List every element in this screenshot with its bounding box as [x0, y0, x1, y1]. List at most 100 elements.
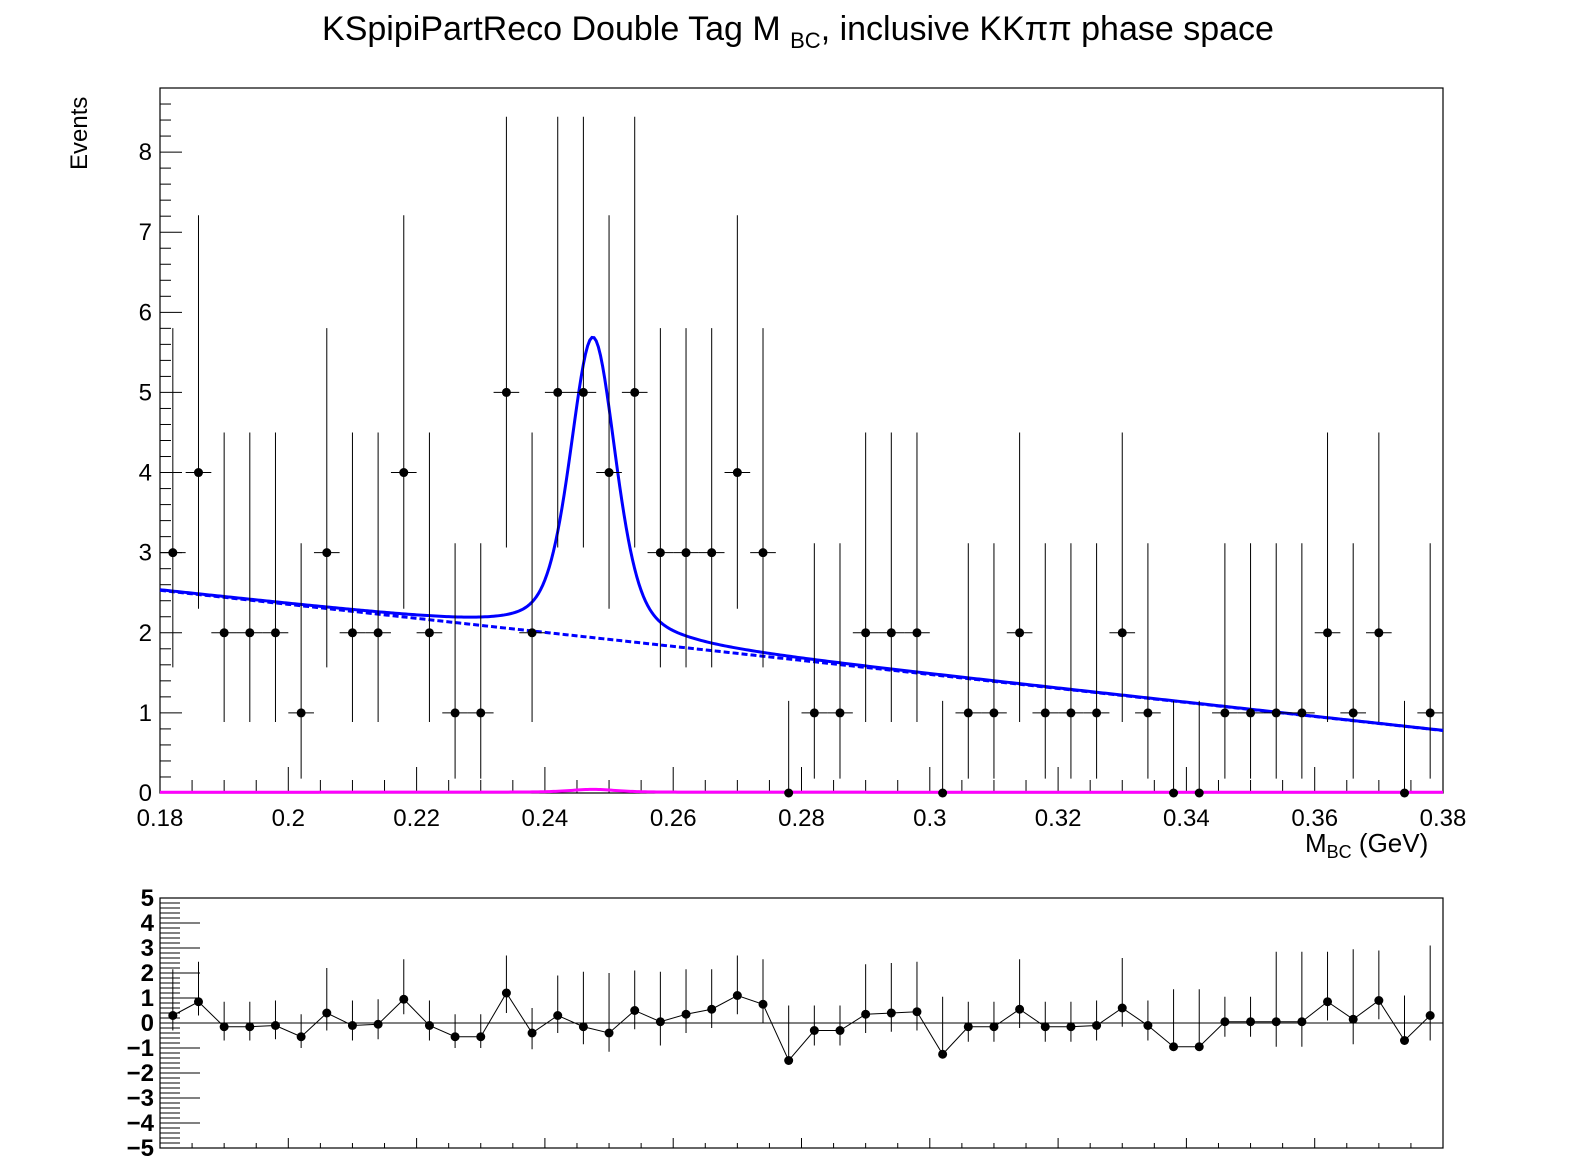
residual-point	[245, 1022, 255, 1032]
residual-point	[912, 1007, 922, 1017]
residual-line	[172, 992, 1431, 1062]
x-tick-label: 0.32	[1035, 805, 1082, 832]
data-point	[1271, 708, 1281, 718]
data-point	[399, 468, 409, 478]
x-tick-label: 0.2	[272, 805, 305, 832]
data-point	[270, 628, 280, 638]
residual-y-tick-label: 4	[141, 910, 155, 937]
data-point	[1040, 708, 1050, 718]
main-plot: 0.18 0.2 0.22 0.24 0.26 0.28 0.3 0.32 0.34 0.36 0.…	[137, 87, 1467, 832]
data-point	[1220, 708, 1230, 718]
residual-point	[1066, 1022, 1076, 1032]
data-point	[578, 387, 588, 397]
residual-point	[424, 1021, 434, 1030]
residual-point	[681, 1009, 691, 1019]
x-tick-label: 0.22	[393, 805, 440, 832]
residual-point	[270, 1021, 280, 1030]
y-tick-label: 5	[139, 379, 152, 406]
residual-y-tick-label: 1	[141, 985, 154, 1012]
x-tick-label: 0.34	[1163, 805, 1210, 832]
y-tick-label: 2	[139, 620, 152, 647]
residual-y-tick-label: 3	[141, 935, 154, 962]
residual-point	[1271, 1017, 1281, 1027]
data-point	[861, 628, 871, 638]
data-point	[604, 468, 614, 478]
data-point	[1425, 708, 1435, 718]
residual-point	[1400, 1036, 1410, 1045]
x-axis-label-main: M	[1305, 828, 1327, 858]
data-point	[758, 548, 768, 558]
residual-point	[1425, 1011, 1435, 1020]
data-point	[1066, 708, 1076, 718]
residual-point	[1348, 1014, 1358, 1024]
x-tick-label: 0.36	[1291, 805, 1338, 832]
residual-point	[476, 1032, 486, 1042]
data-point	[1348, 708, 1358, 718]
title-main: KSpipiPartReco Double Tag M	[322, 10, 781, 48]
x-tick-label: 0.28	[778, 805, 825, 832]
x-tick-label: 0.38	[1420, 805, 1467, 832]
data-point	[476, 708, 486, 718]
data-point	[1169, 788, 1179, 798]
residual-y-tick-label: −3	[127, 1085, 154, 1112]
y-tick-label: 8	[139, 139, 152, 166]
data-point	[707, 548, 717, 558]
residual-y-tick-label: 5	[141, 885, 154, 912]
data-point	[835, 708, 845, 718]
data-point	[1143, 708, 1153, 718]
residual-point	[1323, 997, 1333, 1007]
residual-point	[758, 999, 768, 1009]
residual-y-tick-label: 2	[141, 960, 154, 987]
data-point	[553, 387, 563, 397]
y-tick-label: 6	[139, 299, 152, 326]
magenta-component-line	[160, 787, 1443, 794]
data-point	[527, 628, 537, 638]
data-point	[630, 387, 640, 397]
residual-point	[655, 1017, 665, 1027]
residual-point	[1246, 1017, 1256, 1027]
data-point	[938, 788, 948, 798]
residual-point	[578, 1022, 588, 1032]
residual-point	[1015, 1004, 1025, 1014]
data-point	[373, 628, 383, 638]
x-tick-label: 0.18	[137, 805, 184, 832]
residual-point	[989, 1022, 999, 1032]
title-rest: , inclusive KKππ phase space	[820, 10, 1274, 48]
residual-point	[1194, 1042, 1204, 1052]
data-point	[886, 628, 896, 638]
residual-point	[553, 1011, 563, 1020]
data-point	[1374, 628, 1384, 638]
y-tick-label: 0	[139, 780, 152, 807]
x-axis-label: MBC (GeV)	[1305, 828, 1428, 863]
data-point	[347, 628, 357, 638]
residual-point	[347, 1021, 357, 1030]
data-point	[296, 708, 306, 718]
residual-point	[1169, 1042, 1179, 1052]
residual-point	[630, 1006, 640, 1015]
y-tick-label: 1	[139, 700, 152, 727]
residual-point	[296, 1032, 306, 1042]
x-tick-label: 0.24	[522, 805, 569, 832]
residual-point	[1040, 1022, 1050, 1032]
x-tick-label: 0.3	[913, 805, 946, 832]
total-fit-line	[159, 335, 1444, 732]
residual-point	[501, 988, 511, 998]
residual-y-tick-label: 0	[141, 1010, 154, 1037]
data-point	[655, 548, 665, 558]
data-point	[450, 708, 460, 718]
residual-point	[938, 1049, 948, 1059]
residual-point	[604, 1028, 614, 1038]
data-point	[1297, 708, 1307, 718]
x-axis-label-rest: (GeV)	[1351, 828, 1429, 858]
data-point	[219, 628, 229, 638]
residual-point	[1117, 1003, 1127, 1013]
data-point	[1117, 628, 1127, 638]
data-point	[809, 708, 819, 718]
residual-point	[707, 1004, 717, 1014]
residual-point	[809, 1026, 819, 1035]
data-point	[424, 628, 434, 638]
data-point	[501, 387, 511, 397]
residual-point	[399, 994, 409, 1004]
data-point	[784, 788, 794, 798]
